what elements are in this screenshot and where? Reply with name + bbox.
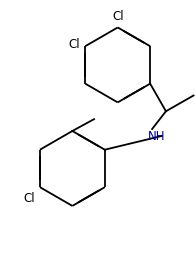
Text: Cl: Cl xyxy=(112,10,123,23)
Text: NH: NH xyxy=(148,130,166,143)
Text: Cl: Cl xyxy=(69,38,80,51)
Text: Cl: Cl xyxy=(23,192,35,205)
